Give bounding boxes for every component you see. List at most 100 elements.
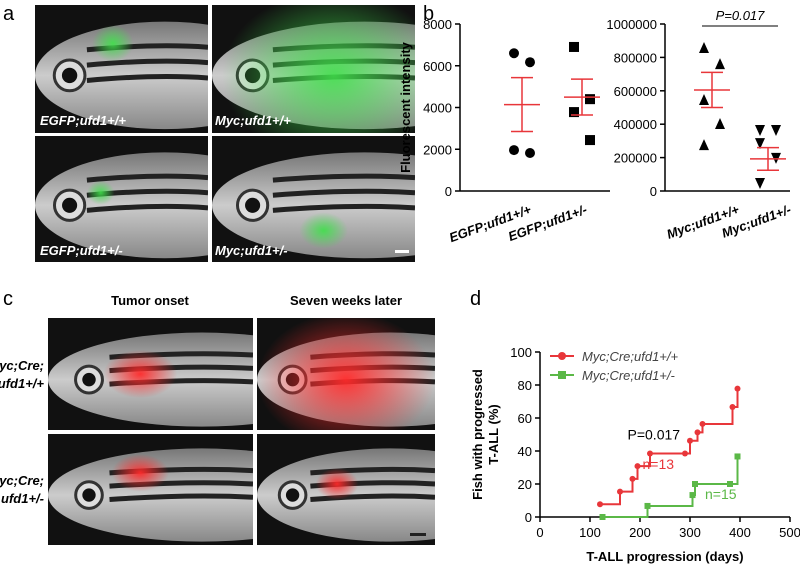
point <box>715 118 725 130</box>
stripe <box>86 74 208 84</box>
photo-label: EGFP;ufd1+/- <box>40 243 123 258</box>
column-header: Seven weeks later <box>290 293 402 308</box>
fish <box>257 318 435 430</box>
y-tick-label: 60 <box>518 411 532 426</box>
fish <box>48 332 253 427</box>
fluorescence <box>86 180 115 205</box>
photo <box>212 136 415 262</box>
y-axis-label: T-ALL (%) <box>486 404 501 464</box>
fluorescence <box>92 24 134 62</box>
y-tick-label: 0 <box>525 510 532 525</box>
y-tick-label: 400000 <box>614 117 657 132</box>
y-tick-label: 2000 <box>423 142 452 157</box>
x-tick-label: 100 <box>579 525 601 540</box>
x-axis-label: T-ALL progression (days) <box>586 549 743 564</box>
fluorescence <box>315 467 359 500</box>
point <box>699 42 709 54</box>
point <box>585 135 595 146</box>
fluorescence <box>299 212 349 249</box>
x-tick-label: 200 <box>629 525 651 540</box>
point <box>734 453 741 460</box>
point <box>525 148 535 159</box>
legend-label: Myc;Cre;ufd1+/+ <box>582 349 679 364</box>
point <box>569 41 579 52</box>
y-axis-label: Fluorescent intensity <box>398 41 413 173</box>
fluorescence <box>103 349 178 399</box>
legend-marker <box>558 352 566 360</box>
row-label: ufd1+/- <box>1 491 44 506</box>
fish <box>212 152 415 259</box>
row-label: Myc;Cre; <box>0 473 44 488</box>
point <box>692 481 698 487</box>
fluorescence <box>111 454 169 492</box>
photo <box>35 5 208 133</box>
fish <box>35 152 208 259</box>
point <box>509 145 519 156</box>
legend-marker <box>558 371 566 379</box>
error-bar <box>571 78 593 116</box>
fluorescence <box>257 318 435 430</box>
annotation: P=0.017 <box>716 8 766 23</box>
point <box>644 502 651 509</box>
photo-label: EGFP;ufd1+/+ <box>40 113 126 128</box>
y-tick-label: 1000000 <box>606 17 657 32</box>
row-label: Myc;Cre; <box>0 358 44 373</box>
panel-label: a <box>3 3 15 25</box>
annotation: n=13 <box>643 456 675 472</box>
pupil <box>82 488 96 502</box>
point <box>647 450 653 457</box>
point <box>715 58 725 70</box>
x-tick-label: 300 <box>679 525 701 540</box>
scale-bar <box>395 250 409 253</box>
point <box>699 420 706 427</box>
stripe <box>272 173 415 183</box>
error-bar <box>757 146 779 172</box>
photo-label: Myc;ufd1+/+ <box>215 113 291 128</box>
panel-label: d <box>470 288 481 310</box>
row-label: ufd1+/+ <box>0 376 44 391</box>
point <box>599 514 606 520</box>
x-tick-label: 500 <box>779 525 800 540</box>
stripe <box>86 58 208 68</box>
y-tick-label: 200000 <box>614 151 657 166</box>
y-tick-label: 0 <box>650 184 657 199</box>
panel-label: c <box>3 288 13 310</box>
point <box>694 429 701 436</box>
fish <box>257 448 435 542</box>
y-axis-label: Fish with progressed <box>470 369 485 500</box>
photo <box>212 5 415 133</box>
photo <box>48 434 253 545</box>
annotation: n=15 <box>705 486 737 502</box>
point <box>699 93 709 105</box>
point <box>569 107 579 118</box>
point <box>597 501 603 508</box>
point <box>755 177 765 189</box>
pupil <box>82 372 96 387</box>
point <box>525 57 535 68</box>
x-tick-label: 0 <box>536 525 543 540</box>
error-bar <box>701 71 723 109</box>
y-tick-label: 8000 <box>423 17 452 32</box>
point <box>755 138 765 150</box>
photo <box>35 136 208 262</box>
y-tick-label: 40 <box>518 444 532 459</box>
stripe <box>109 493 253 502</box>
point <box>634 463 641 470</box>
point <box>682 450 688 457</box>
point <box>585 94 595 105</box>
fluorescence <box>222 5 415 133</box>
y-tick-label: 100 <box>510 345 532 360</box>
panel-label: b <box>423 3 434 25</box>
point <box>771 125 781 137</box>
error-bar <box>511 76 533 133</box>
fish <box>212 5 415 133</box>
fish <box>35 21 208 130</box>
point <box>699 139 709 151</box>
pupil <box>62 197 78 213</box>
stripe <box>86 173 208 183</box>
point <box>687 437 693 444</box>
stripe <box>272 188 415 198</box>
y-tick-label: 4000 <box>423 101 452 116</box>
annotation: P=0.017 <box>628 426 681 442</box>
